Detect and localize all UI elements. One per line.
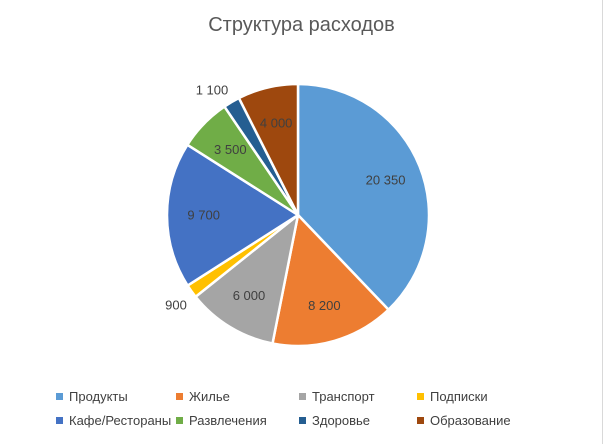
data-label-7: 1 100 (196, 83, 229, 98)
legend-item-4: Подписки (417, 388, 527, 404)
legend-swatch-1 (56, 392, 63, 400)
legend-swatch-3 (299, 392, 306, 400)
legend-item-3: Транспорт (299, 388, 417, 404)
data-label-8: 4 000 (260, 116, 293, 131)
data-label-4: 900 (165, 298, 187, 313)
legend-item-7: Здоровье (299, 412, 417, 428)
legend-swatch-8 (417, 416, 424, 424)
data-label-1: 20 350 (366, 172, 406, 187)
data-label-2: 8 200 (308, 298, 341, 313)
legend-swatch-5 (56, 416, 63, 424)
legend-item-6: Развлечения (176, 412, 299, 428)
chart-title: Структура расходов (208, 14, 395, 36)
legend-label-1: Продукты (69, 388, 128, 404)
legend-label-4: Подписки (430, 388, 488, 404)
legend-swatch-4 (417, 392, 424, 400)
legend-swatch-6 (176, 416, 183, 424)
pie-slice-5 (165, 143, 300, 287)
legend-label-3: Транспорт (312, 388, 375, 404)
data-label-3: 6 000 (233, 288, 266, 303)
data-label-5: 9 700 (187, 208, 220, 223)
legend-swatch-7 (299, 416, 306, 424)
pie-slice-2 (271, 213, 390, 348)
pie-chart: 20 350 8 200 6 000 900 9 700 3 500 1 100 4 000 (165, 82, 431, 348)
legend-label-6: Развлечения (189, 412, 267, 428)
legend-item-5: Кафе/Рестораны (56, 412, 176, 428)
legend-item-2: Жилье (176, 388, 299, 404)
data-label-6: 3 500 (214, 142, 247, 157)
chart-legend: Продукты Жилье Транспорт Подписки Кафе/Ресто… (56, 388, 596, 428)
legend-item-8: Образование (417, 412, 527, 428)
legend-label-5: Кафе/Рестораны (69, 412, 172, 428)
pie-slice-3 (194, 213, 300, 345)
legend-swatch-2 (176, 392, 183, 400)
legend-label-8: Образование (430, 412, 511, 428)
legend-label-2: Жилье (189, 388, 230, 404)
pie-slice-8 (237, 82, 300, 217)
pie-slice-1 (296, 82, 431, 311)
legend-item-1: Продукты (56, 388, 176, 404)
legend-label-7: Здоровье (312, 412, 371, 428)
